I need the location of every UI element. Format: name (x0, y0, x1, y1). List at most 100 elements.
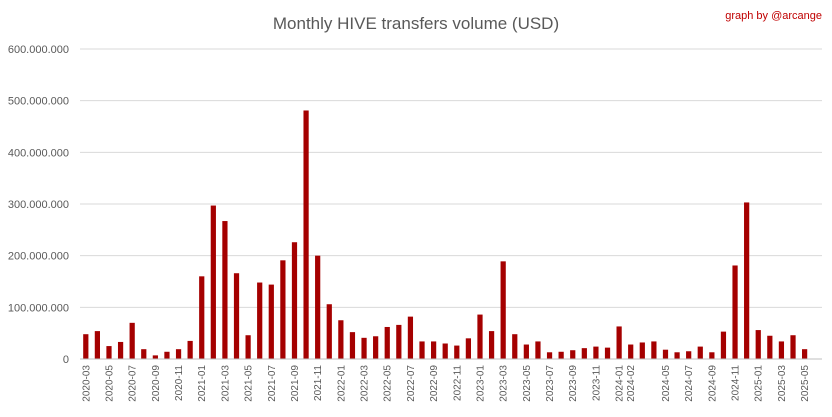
bar (535, 341, 541, 359)
bar (628, 344, 634, 359)
bar (83, 334, 89, 359)
bar (778, 341, 785, 359)
x-tick-label: 2024-07 (684, 365, 695, 402)
x-tick-label: 2020-03 (81, 365, 92, 402)
x-tick-label: 2024-02 (626, 365, 637, 402)
bar (454, 345, 460, 359)
bar (129, 322, 135, 359)
x-tick-label: 2021-01 (197, 365, 208, 402)
bar (790, 335, 796, 359)
bar (523, 344, 529, 359)
bar (384, 326, 390, 359)
bar (407, 316, 414, 359)
bar (268, 284, 274, 359)
bar (291, 242, 298, 359)
x-tick-label: 2023-01 (475, 365, 486, 402)
bar (546, 352, 553, 359)
y-tick-label: 100.000.000 (8, 302, 69, 314)
x-tick-label: 2021-07 (267, 365, 278, 402)
bar (442, 343, 448, 359)
x-tick-label: 2023-09 (568, 365, 579, 402)
bar (593, 346, 599, 359)
x-tick-label: 2024-05 (661, 365, 672, 402)
bar (152, 355, 158, 359)
bar (233, 273, 240, 359)
x-tick-label: 2021-03 (220, 365, 231, 402)
bar (106, 346, 112, 359)
bar (396, 324, 402, 359)
bar (303, 110, 309, 359)
x-tick-label: 2023-07 (545, 365, 556, 402)
x-tick-label: 2021-05 (244, 365, 255, 402)
bar (802, 349, 808, 359)
bar (697, 346, 703, 359)
bar (465, 338, 471, 359)
bar (280, 260, 286, 359)
gridlines (80, 48, 822, 308)
bar (558, 351, 564, 359)
bar (686, 351, 692, 359)
x-tick-label: 2023-05 (522, 365, 533, 402)
bar (732, 265, 738, 359)
x-tick-label: 2025-05 (800, 365, 811, 402)
bar (709, 352, 715, 359)
x-tick-label: 2023-03 (499, 365, 510, 402)
bar (361, 337, 367, 359)
x-tick-label: 2022-11 (452, 365, 463, 401)
bar (315, 255, 321, 359)
bar (210, 205, 216, 359)
bar (257, 282, 263, 359)
chart-title: Monthly HIVE transfers volume (USD) (273, 14, 559, 33)
x-tick-label: 2022-05 (383, 365, 394, 402)
x-tick-label: 2020-09 (151, 365, 162, 402)
bar (662, 349, 669, 359)
bar (674, 352, 680, 359)
y-tick-label: 300.000.000 (8, 199, 69, 211)
bar (755, 330, 761, 359)
bar (477, 314, 483, 359)
x-tick-label: 2024-01 (615, 365, 626, 402)
bar (94, 331, 100, 359)
x-tick-label: 2021-09 (290, 365, 301, 402)
bar (222, 221, 228, 359)
bar (419, 341, 425, 359)
bar (431, 341, 437, 359)
bar (581, 348, 587, 359)
bar (744, 202, 750, 359)
x-axis-tick-labels: 2020-03 2020-05 2020-07 2020-09 2020-11 2021-… (81, 365, 811, 402)
x-tick-label: 2024-09 (707, 365, 718, 402)
x-tick-label: 2025-01 (754, 365, 765, 402)
x-tick-label: 2022-01 (336, 365, 347, 402)
y-tick-label: 500.000.000 (8, 96, 69, 108)
bar (349, 332, 356, 359)
bar (117, 341, 124, 359)
y-tick-label: 400.000.000 (8, 147, 69, 159)
bar (767, 335, 773, 359)
bar (720, 331, 727, 359)
x-tick-label: 2021-11 (313, 365, 324, 401)
bar (338, 320, 344, 359)
bar (488, 331, 495, 359)
bar (175, 349, 182, 359)
x-tick-label: 2025-03 (777, 365, 788, 402)
x-tick-label: 2022-09 (429, 365, 440, 402)
bar (245, 335, 251, 359)
bars (83, 110, 808, 359)
chart-credit: graph by @arcange (725, 10, 822, 22)
bar (164, 351, 170, 359)
bar (604, 347, 611, 359)
y-axis-tick-labels: 0 100.000.000 200.000.000 300.000.000 400.00… (8, 44, 69, 366)
bar (187, 340, 193, 359)
x-tick-label: 2022-07 (406, 365, 417, 402)
bar (639, 342, 645, 359)
bar (500, 261, 506, 359)
x-tick-label: 2020-07 (128, 365, 139, 402)
bar (512, 334, 518, 359)
x-tick-label: 2022-03 (360, 365, 371, 402)
bar (616, 326, 622, 359)
bar (570, 350, 576, 359)
bar (199, 276, 205, 359)
x-tick-label: 2020-11 (174, 365, 185, 401)
y-tick-label: 200.000.000 (8, 251, 69, 263)
